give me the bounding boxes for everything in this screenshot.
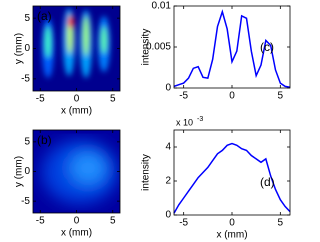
heatmap-a xyxy=(33,6,120,91)
panel-label: (d) xyxy=(260,175,275,189)
y-tick-label: 0.01 xyxy=(152,1,172,12)
y-tick-label: 5 xyxy=(24,136,30,147)
y-axis-label: y (mm) xyxy=(14,33,25,64)
x-tick-label: 5 xyxy=(278,91,284,102)
y-tick-label: 2 xyxy=(165,176,171,187)
x-tick-label: 0 xyxy=(229,218,235,229)
x-tick-label: -5 xyxy=(179,91,188,102)
y-axis-label: intensity xyxy=(141,29,152,66)
axis-multiplier-exponent: -3 xyxy=(197,116,203,123)
y-tick-label: 0.005 xyxy=(146,42,171,53)
y-tick-label: 0 xyxy=(24,43,30,54)
data-line xyxy=(173,9,291,88)
x-tick-label: 5 xyxy=(110,216,116,227)
y-tick-label: 0 xyxy=(24,166,30,177)
x-tick-label: 0 xyxy=(74,94,80,105)
axes-frame xyxy=(173,129,291,216)
y-tick-label: 0 xyxy=(165,83,171,94)
y-axis-label: y (mm) xyxy=(14,156,25,187)
y-tick-label: -5 xyxy=(21,73,30,84)
y-tick-label: 5 xyxy=(24,13,30,24)
x-tick-label: 0 xyxy=(229,91,235,102)
heatmap-b xyxy=(33,130,120,213)
x-tick-label: 5 xyxy=(110,94,116,105)
x-tick-label: 0 xyxy=(74,216,80,227)
panel-label: (b) xyxy=(37,133,52,147)
x-axis-label: x (mm) xyxy=(216,230,247,241)
data-line xyxy=(173,142,291,214)
figure: -5 0 5 -5 0 5 x (mm) y (mm) (a) -5 0 5 0 0.005 0.01 int… xyxy=(14,1,291,241)
panel-label: (c) xyxy=(260,40,274,54)
axis-multiplier: x 10 xyxy=(176,117,193,127)
x-axis-label: x (mm) xyxy=(61,228,92,239)
y-tick-label: 0 xyxy=(165,210,171,221)
panel-label: (a) xyxy=(37,9,52,23)
x-tick-label: -5 xyxy=(179,218,188,229)
x-tick-label: -5 xyxy=(36,94,45,105)
x-tick-label: -5 xyxy=(36,216,45,227)
y-tick-label: 4 xyxy=(165,142,171,153)
y-axis-label: intensity xyxy=(141,154,152,191)
x-axis-label: x (mm) xyxy=(61,106,92,117)
x-tick-label: 5 xyxy=(278,218,284,229)
y-tick-label: -5 xyxy=(21,196,30,207)
